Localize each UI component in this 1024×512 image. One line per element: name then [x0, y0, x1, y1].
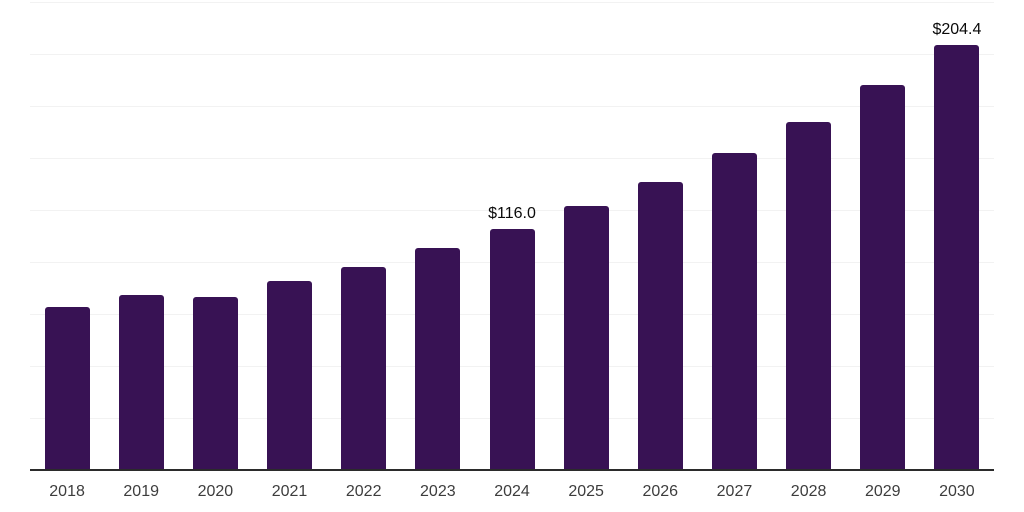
bar	[637, 181, 683, 470]
bar-value-label: $116.0	[488, 204, 536, 222]
x-tick-label: 2019	[123, 483, 159, 500]
bar	[267, 281, 313, 470]
x-tick-label: 2028	[790, 483, 827, 500]
x-tick-label: 2026	[642, 483, 679, 500]
gridline	[30, 158, 994, 159]
x-tick-label: 2022	[345, 483, 382, 500]
bar	[860, 85, 906, 470]
x-tick-label: 2021	[271, 483, 308, 500]
x-axis-line	[30, 469, 994, 471]
bar	[786, 121, 832, 470]
bar	[192, 296, 238, 470]
x-tick-label: 2030	[939, 483, 975, 500]
gridline	[30, 210, 994, 211]
bar	[415, 248, 461, 470]
gridline	[30, 2, 994, 3]
bar	[118, 294, 164, 470]
x-tick-label: 2023	[420, 483, 456, 500]
x-tick-label: 2018	[49, 483, 85, 500]
bar	[711, 152, 757, 470]
bar	[563, 206, 609, 470]
x-tick-label: 2024	[494, 483, 530, 500]
gridline	[30, 106, 994, 107]
x-tick-label: 2020	[197, 483, 234, 500]
bar-value-label: $204.4	[932, 20, 982, 38]
bar	[44, 306, 90, 470]
x-tick-label: 2025	[568, 483, 604, 500]
gridline	[30, 54, 994, 55]
bar	[341, 266, 387, 470]
bar	[934, 44, 980, 470]
bar	[489, 228, 535, 470]
x-tick-label: 2027	[716, 483, 753, 500]
x-tick-label: 2029	[864, 483, 901, 500]
